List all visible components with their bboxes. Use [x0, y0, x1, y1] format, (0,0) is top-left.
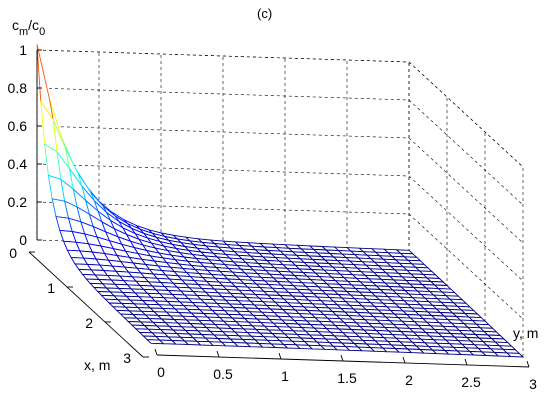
z-tick-label: 0.6 — [8, 118, 28, 134]
grid-top-edge — [36, 49, 524, 168]
z-tick-label: 0.8 — [8, 80, 28, 96]
y-tick — [216, 350, 220, 358]
z-axis-label-main: c — [12, 17, 19, 33]
z-tick-label: 0.2 — [8, 194, 28, 210]
y-tick-label: 1 — [281, 368, 289, 384]
z-axis-label: cm/c0 — [12, 17, 45, 38]
y-tick — [154, 348, 158, 356]
x-tick-label: 1 — [47, 280, 55, 296]
axis-frame — [28, 49, 530, 368]
z-tick-label: 0 — [19, 232, 27, 248]
surface-mesh — [36, 44, 525, 358]
y-tick — [278, 352, 282, 360]
surface-cell — [146, 339, 165, 345]
panel-label: (c) — [257, 6, 272, 21]
x-tick-label: 2 — [85, 315, 93, 331]
z-tick-label: 0.4 — [8, 156, 28, 172]
z-tick-label: 1 — [19, 42, 27, 58]
y-tick-label: 2.5 — [461, 374, 481, 390]
x-tick-label: 0 — [9, 245, 17, 261]
y-tick-label: 1.5 — [337, 370, 357, 386]
y-tick-label: 0.5 — [213, 366, 233, 382]
grid-line-z — [36, 49, 524, 168]
z-axis-label-sub1: m — [19, 26, 28, 38]
y-tick — [340, 354, 344, 362]
y-tick-label: 0 — [157, 364, 165, 380]
z-axis-label-mid: /c — [28, 17, 39, 33]
x-axis-line — [28, 251, 144, 358]
z-axis-label-sub2: 0 — [39, 26, 45, 38]
y-tick-label: 2 — [405, 372, 413, 388]
x-tick-label: 3 — [123, 350, 131, 366]
tick-labels: 0 0.2 0.4 0.6 0.8 1 0 1 2 3 0 0.5 1 1.5 2 2.5 3 — [8, 42, 538, 392]
grid-line-z — [36, 163, 524, 282]
y-tick — [464, 358, 468, 366]
y-axis-label: y, m — [513, 325, 538, 341]
y-tick-label: 3 — [529, 376, 537, 392]
y-tick — [402, 356, 406, 364]
y-tick — [526, 360, 530, 368]
x-axis-label: x, m — [84, 357, 110, 373]
grid-line-z — [36, 87, 524, 206]
